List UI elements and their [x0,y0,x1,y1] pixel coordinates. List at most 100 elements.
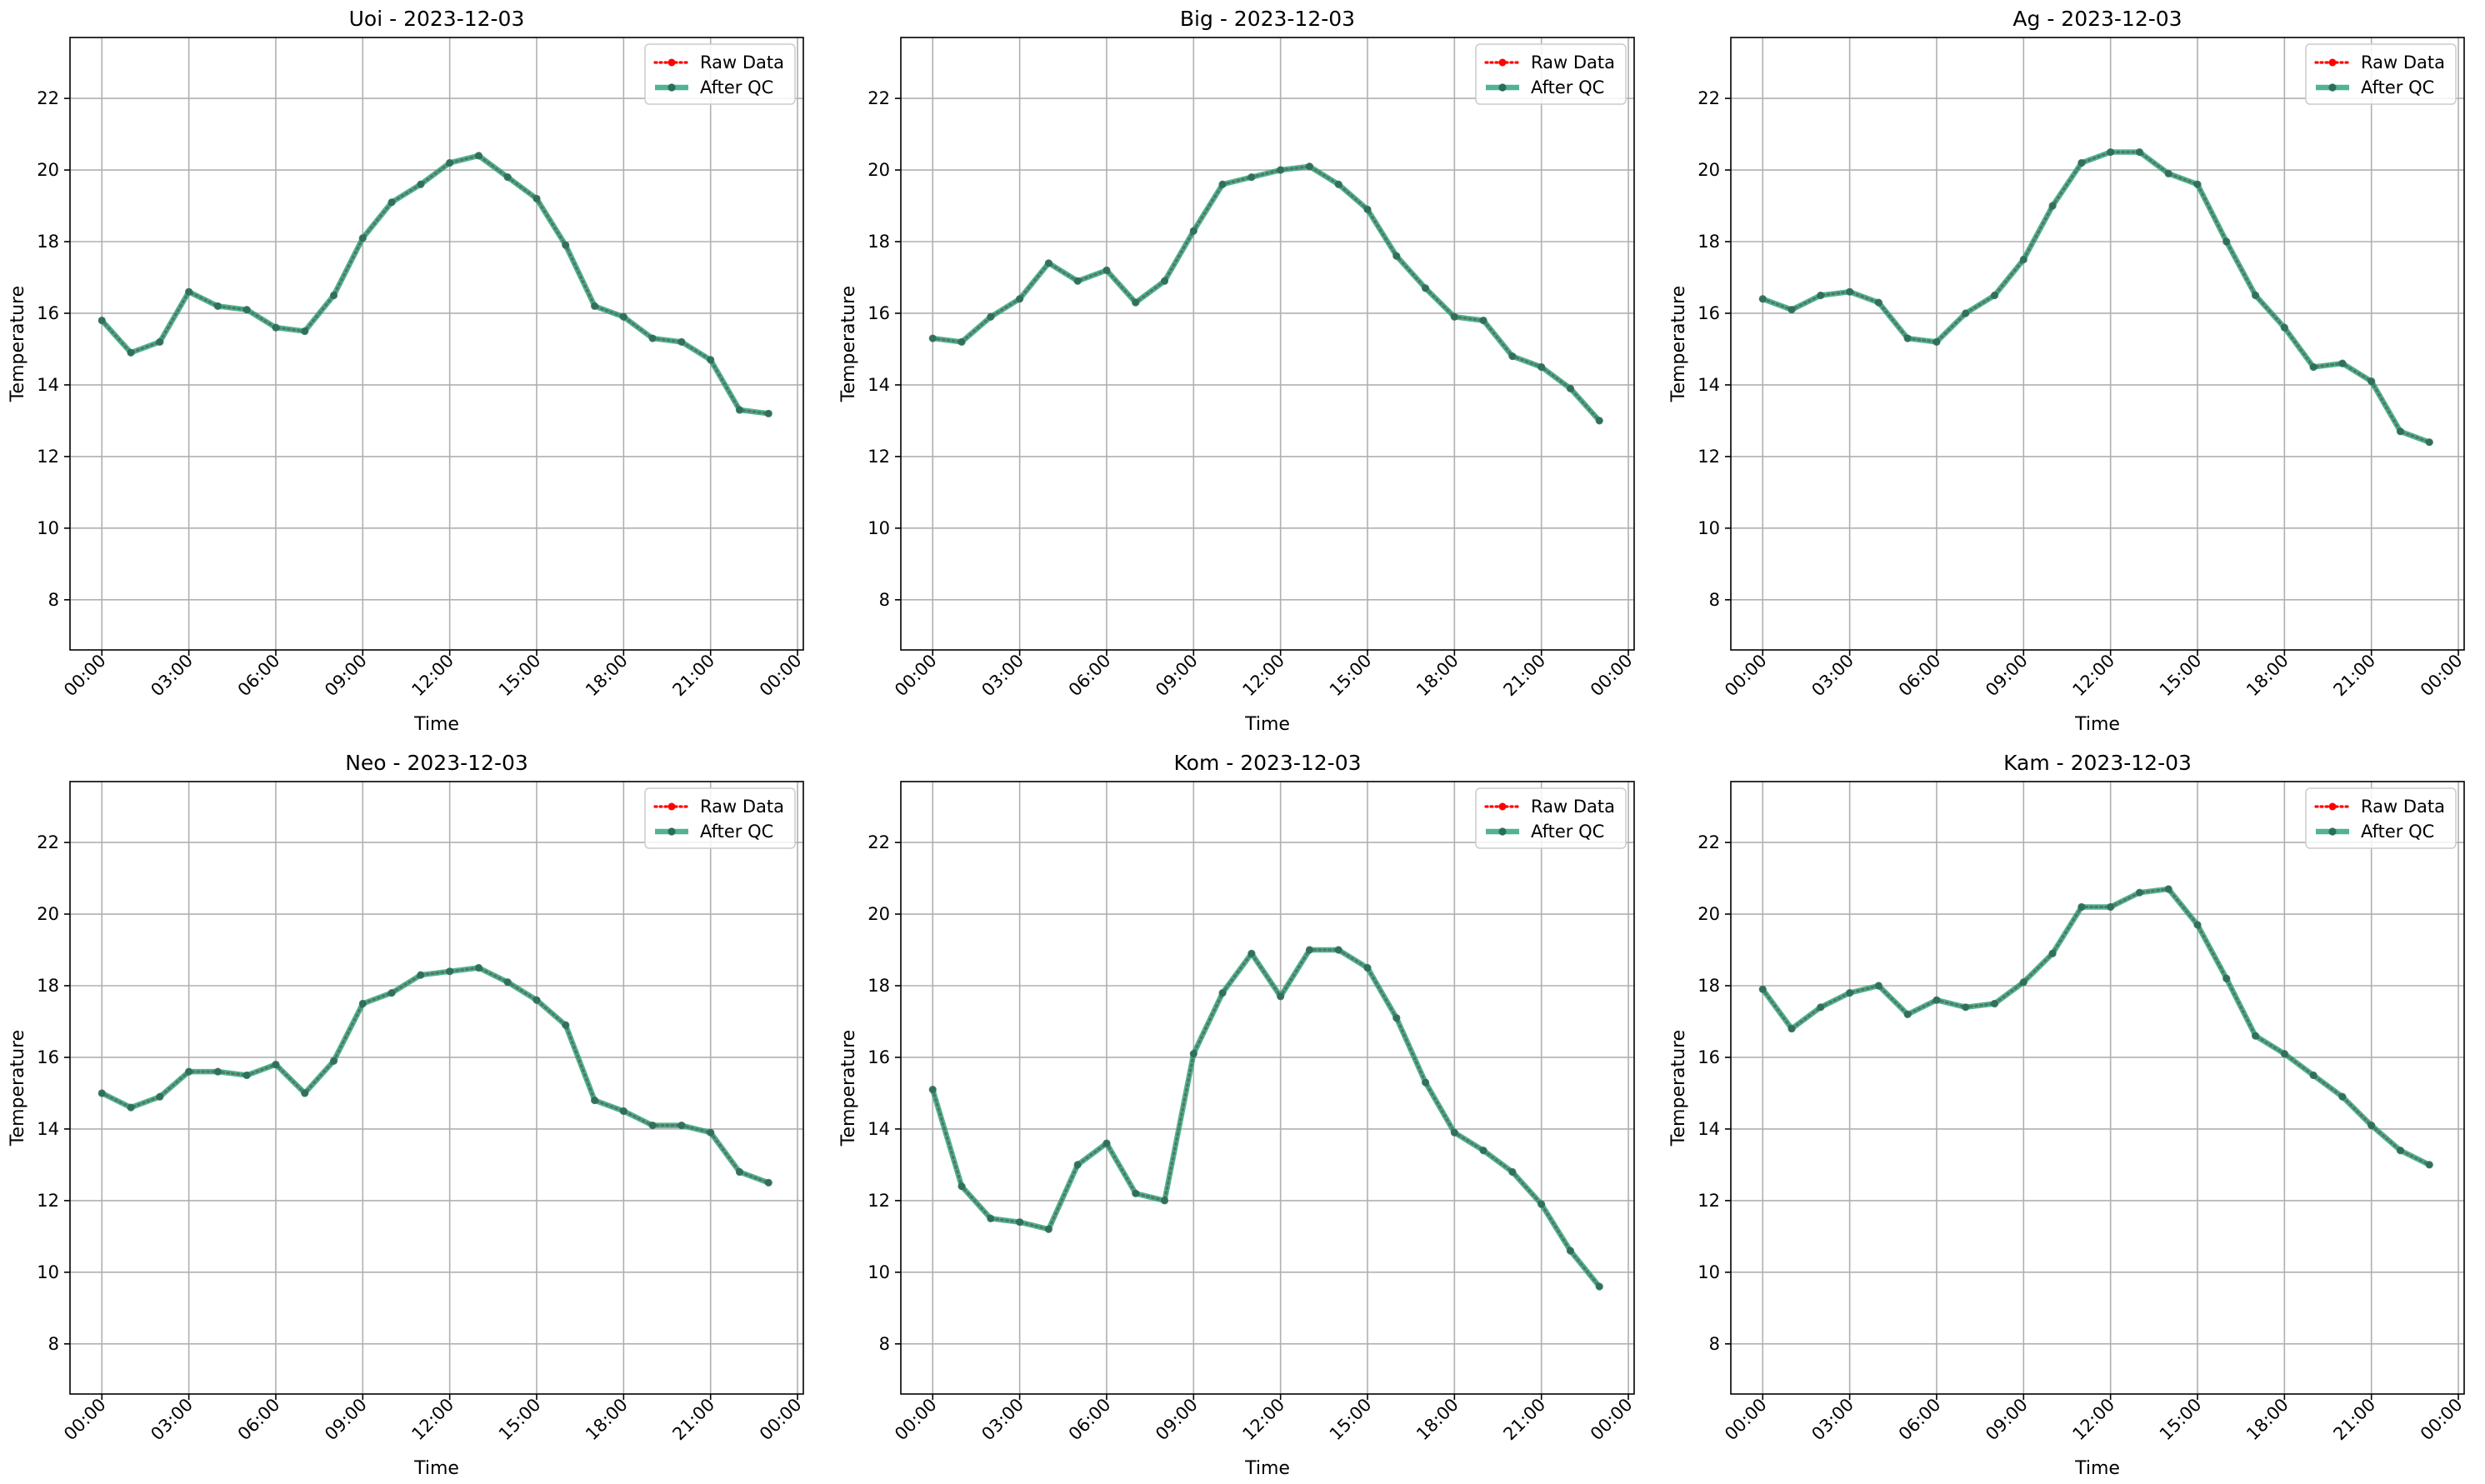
y-axis-label: Temperature [8,286,28,402]
x-tick-label: 03:00 [978,651,1028,701]
qc-point [1305,946,1314,954]
qc-point [329,1057,338,1065]
qc-point [987,312,995,321]
y-tick-label: 14 [868,375,890,395]
x-tick-label: 15:00 [1326,1395,1376,1445]
x-axis-label: Time [1244,1458,1290,1479]
legend: Raw Data After QC [1475,787,1627,849]
y-axis-label: Temperature [1668,286,1689,402]
legend-label-qc: After QC [700,822,773,842]
x-tick-label: 03:00 [147,1395,197,1445]
axes-frame [69,37,804,651]
y-tick-label: 16 [37,303,59,323]
x-tick-label: 00:00 [891,651,941,701]
qc-point [1450,1128,1458,1137]
x-tick-label: 15:00 [495,651,545,701]
legend-label-qc: After QC [2361,77,2434,97]
subplot-3: 8 10 12 14 16 18 20 22 00:00 03:00 06:00 09:00 12:00… [1668,7,2467,735]
qc-point [156,1092,164,1101]
qc-point [2019,255,2028,264]
x-tick-label: 21:00 [668,651,718,701]
qc-point [958,337,966,346]
axes-frame [1730,37,2465,651]
y-tick-label: 20 [868,904,890,924]
y-axis-label: Temperature [1668,1030,1689,1147]
series-line-qc [930,947,1602,1290]
qc-point [1595,1282,1603,1291]
legend-label-raw: Raw Data [1531,797,1615,817]
qc-point [1538,1200,1546,1208]
legend: Raw Data After QC [644,43,796,105]
series-line-raw [931,165,1601,422]
qc-point [678,337,686,346]
x-tick-label: 21:00 [668,1395,718,1445]
legend-marker-raw [1498,802,1507,811]
y-tick-label: 20 [868,160,890,180]
y-tick-label: 8 [879,590,890,610]
qc-point [2107,147,2115,157]
y-tick-label: 16 [1698,303,1720,323]
legend-marker-raw [668,58,676,67]
qc-point [590,302,599,310]
series-line-qc [99,965,772,1186]
y-tick-label: 10 [868,1262,890,1282]
x-tick-label: 12:00 [2068,1395,2118,1445]
y-tick-label: 16 [868,303,890,323]
subplot-5: 8 10 12 14 16 18 20 22 00:00 03:00 06:00 09:00 12:00… [838,751,1637,1479]
qc-point [764,1178,772,1187]
y-tick-label: 14 [37,375,59,395]
qc-point [185,1067,193,1076]
x-tick-label: 18:00 [1412,1395,1462,1445]
legend-marker-raw [668,802,676,811]
qc-point [98,1089,106,1097]
y-tick-label: 12 [1698,1191,1720,1211]
qc-point [2222,974,2231,983]
x-tick-label: 00:00 [1587,651,1637,701]
qc-point [2396,427,2405,436]
y-tick-label: 20 [1698,904,1720,924]
legend-label-raw: Raw Data [1531,52,1615,72]
y-tick-label: 22 [37,832,59,852]
y-tick-label: 10 [37,518,59,538]
x-tick-label: 06:00 [1895,1395,1945,1445]
legend-marker-qc [2328,83,2337,92]
legend-label-raw: Raw Data [2361,52,2445,72]
qc-point [1932,337,1941,346]
legend: Raw Data After QC [1475,43,1627,105]
qc-point [388,198,396,207]
qc-point [2107,902,2115,912]
x-tick-label: 06:00 [1065,1395,1115,1445]
y-tick-label: 8 [1709,1334,1720,1354]
legend-marker-qc [2328,827,2337,836]
qc-point [1102,1139,1111,1147]
x-tick-label: 09:00 [1152,651,1202,701]
series-line-qc [1760,149,2432,445]
qc-point [1538,362,1546,372]
qc-point [2280,1050,2288,1058]
qc-point [1788,1024,1796,1033]
x-tick-label: 21:00 [2329,1395,2379,1445]
qc-point [503,173,512,182]
x-tick-label: 15:00 [1326,651,1376,701]
x-tick-label: 09:00 [321,1395,371,1445]
qc-point [1788,306,1796,314]
qc-point [2251,1032,2260,1040]
x-axis-label: Time [413,1458,459,1479]
qc-point [2135,147,2144,157]
legend-marker-raw [2328,58,2337,67]
x-tick-label: 12:00 [2068,651,2118,701]
qc-point [301,327,309,336]
qc-point [1277,992,1285,1001]
legend-marker-raw [1498,58,1507,67]
x-tick-label: 00:00 [1721,1395,1771,1445]
qc-point [446,967,454,976]
y-tick-label: 14 [868,1119,890,1139]
qc-point [1817,291,1825,300]
qc-point [1508,1167,1517,1177]
qc-point [2280,323,2288,332]
qc-point [2078,902,2086,912]
qc-point [1962,1003,1970,1012]
y-tick-label: 12 [868,447,890,467]
legend-marker-raw [2328,802,2337,811]
qc-point [1160,1197,1169,1205]
